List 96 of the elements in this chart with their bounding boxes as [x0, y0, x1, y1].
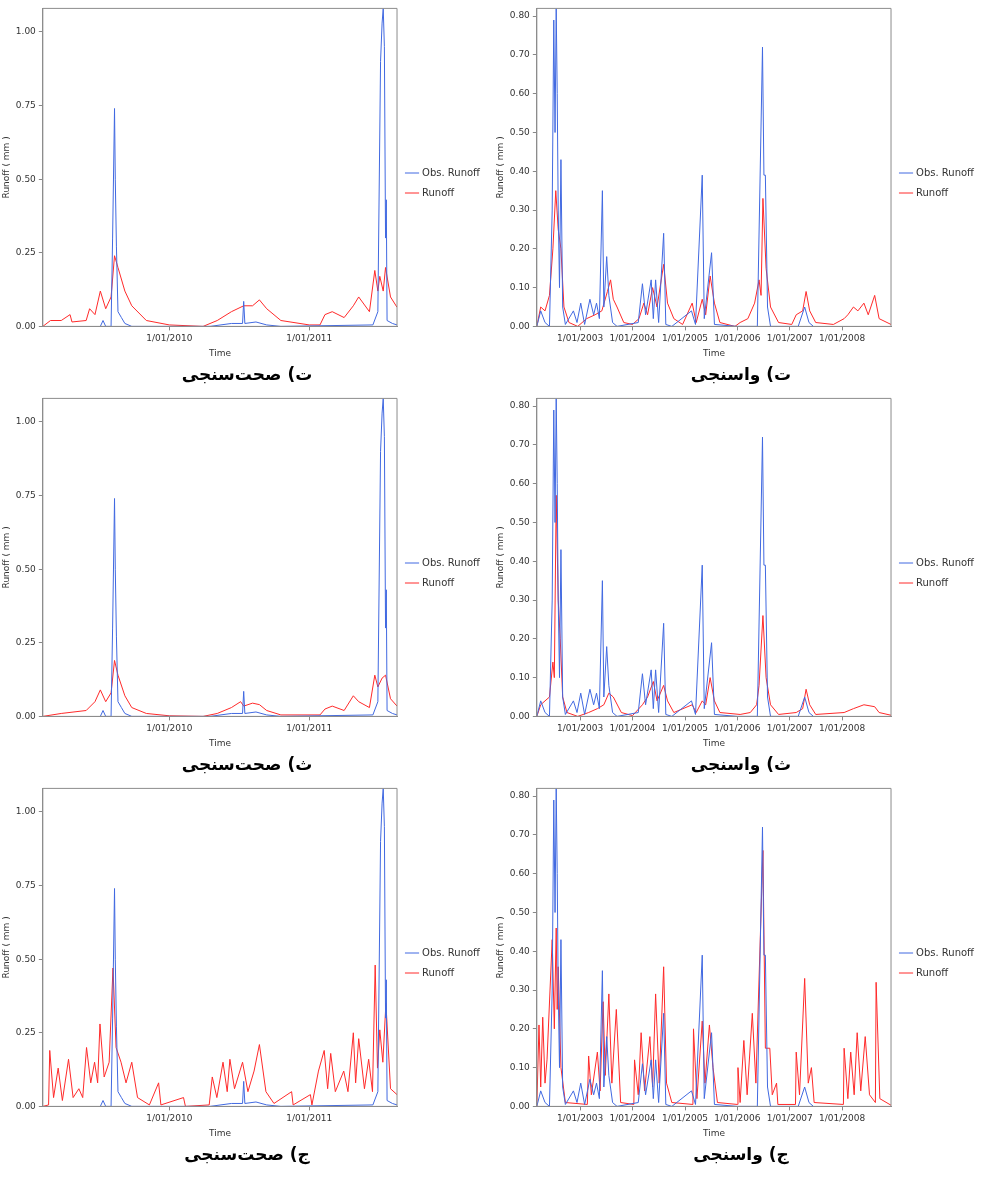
y-tick-label: 0.10 [509, 671, 531, 682]
x-axis-title: Time [207, 737, 232, 748]
x-axis-title: Time [701, 347, 726, 358]
y-tick-label: 0.25 [15, 637, 36, 648]
y-tick-label: 1.00 [15, 26, 37, 37]
y-tick-label: 0.20 [509, 633, 531, 644]
y-tick-label: 0.10 [509, 281, 531, 292]
y-tick-label: 0.20 [509, 1023, 531, 1034]
y-tick-label: 0.75 [15, 99, 36, 110]
legend-label: Runoff [422, 966, 456, 978]
y-tick-label: 0.60 [509, 868, 531, 879]
y-axis-title: Runoff ( mm ) [494, 526, 505, 589]
x-tick-label: 1/01/2007 [766, 723, 813, 734]
x-tick-label: 1/01/2005 [661, 723, 709, 734]
legend-label: Obs. Runoff [916, 166, 976, 178]
y-tick-label: 0.00 [15, 320, 37, 331]
y-tick-label: 0.50 [15, 173, 37, 184]
y-tick-label: 0.10 [509, 1061, 531, 1072]
x-tick-label: 1/01/2005 [661, 333, 709, 344]
y-tick-label: 0.00 [509, 320, 531, 331]
y-tick-label: 0.80 [509, 790, 531, 801]
text: ث) صحت‌سنجی [180, 753, 314, 776]
text: ث) واسنجی [689, 753, 793, 776]
y-tick-label: 0.25 [15, 1027, 36, 1038]
y-tick-label: 0.00 [509, 710, 531, 721]
x-tick-label: 1/01/2011 [286, 723, 333, 734]
x-tick-label: 1/01/2007 [766, 333, 813, 344]
x-tick-label: 1/01/2011 [286, 1113, 333, 1124]
y-axis-title: Runoff ( mm ) [494, 136, 505, 199]
text: ت) واسنجی [689, 363, 793, 386]
y-tick-label: 0.30 [509, 594, 531, 605]
legend-label: Obs. Runoff [916, 556, 976, 568]
y-tick-label: 0.50 [15, 953, 37, 964]
x-tick-label: 1/01/2006 [714, 1113, 761, 1124]
y-tick-label: 0.50 [509, 126, 531, 137]
legend-label: Obs. Runoff [422, 556, 482, 568]
x-axis-title: Time [701, 737, 726, 748]
y-axis-title: Runoff ( mm ) [0, 136, 11, 199]
x-axis-title: Time [701, 1127, 726, 1138]
y-tick-label: 0.25 [15, 247, 36, 258]
x-tick-label: 1/01/2003 [557, 1113, 604, 1124]
y-tick-label: 0.70 [509, 829, 531, 840]
text: ت) صحت‌سنجی [180, 363, 314, 386]
x-tick-label: 1/01/2003 [557, 333, 604, 344]
legend-label: Runoff [916, 576, 950, 588]
x-tick-label: 1/01/2004 [609, 723, 656, 734]
x-axis-title: Time [207, 347, 232, 358]
x-tick-label: 1/01/2003 [557, 723, 604, 734]
y-tick-label: 0.20 [509, 243, 531, 254]
legend-label: Obs. Runoff [422, 946, 482, 958]
y-tick-label: 0.30 [509, 204, 531, 215]
legend-label: Runoff [916, 186, 950, 198]
y-tick-label: 0.70 [509, 49, 531, 60]
y-tick-label: 0.80 [509, 400, 531, 411]
y-tick-label: 0.50 [509, 906, 531, 917]
x-axis-title: Time [207, 1127, 232, 1138]
y-tick-label: 0.00 [509, 1100, 531, 1111]
x-tick-label: 1/01/2008 [819, 723, 866, 734]
legend-label: Obs. Runoff [422, 166, 482, 178]
x-tick-label: 1/01/2010 [146, 333, 193, 344]
x-tick-label: 1/01/2007 [766, 1113, 813, 1124]
legend-label: Runoff [916, 966, 950, 978]
y-axis-title: Runoff ( mm ) [0, 526, 11, 589]
y-tick-label: 0.70 [509, 439, 531, 450]
x-tick-label: 1/01/2004 [609, 1113, 656, 1124]
y-tick-label: 0.40 [509, 945, 531, 956]
x-tick-label: 1/01/2010 [146, 1113, 193, 1124]
y-tick-label: 0.75 [15, 879, 36, 890]
y-tick-label: 1.00 [15, 806, 37, 817]
legend-label: Runoff [422, 186, 456, 198]
y-tick-label: 0.00 [15, 1100, 37, 1111]
text: ج) صحت‌سنجی [183, 1143, 311, 1167]
legend-label: Obs. Runoff [916, 946, 976, 958]
x-tick-label: 1/01/2008 [819, 333, 866, 344]
y-tick-label: 0.60 [509, 88, 531, 99]
y-tick-label: 0.00 [15, 710, 37, 721]
x-tick-label: 1/01/2008 [819, 1113, 866, 1124]
y-tick-label: 0.75 [15, 489, 36, 500]
y-tick-label: 0.60 [509, 478, 531, 489]
legend-label: Runoff [422, 576, 456, 588]
y-tick-label: 0.50 [509, 516, 531, 527]
y-tick-label: 0.40 [509, 165, 531, 176]
y-tick-label: 0.40 [509, 555, 531, 566]
x-tick-label: 1/01/2010 [146, 723, 193, 734]
x-tick-label: 1/01/2011 [286, 333, 333, 344]
x-tick-label: 1/01/2004 [609, 333, 656, 344]
y-tick-label: 0.30 [509, 984, 531, 995]
y-axis-title: Runoff ( mm ) [0, 916, 11, 979]
y-tick-label: 0.50 [15, 563, 37, 574]
y-tick-label: 1.00 [15, 416, 37, 427]
text: ج) واسنجی [692, 1143, 790, 1167]
y-axis-title: Runoff ( mm ) [494, 916, 505, 979]
x-tick-label: 1/01/2005 [661, 1113, 709, 1124]
x-tick-label: 1/01/2006 [714, 333, 761, 344]
y-tick-label: 0.80 [509, 10, 531, 21]
x-tick-label: 1/01/2006 [714, 723, 761, 734]
